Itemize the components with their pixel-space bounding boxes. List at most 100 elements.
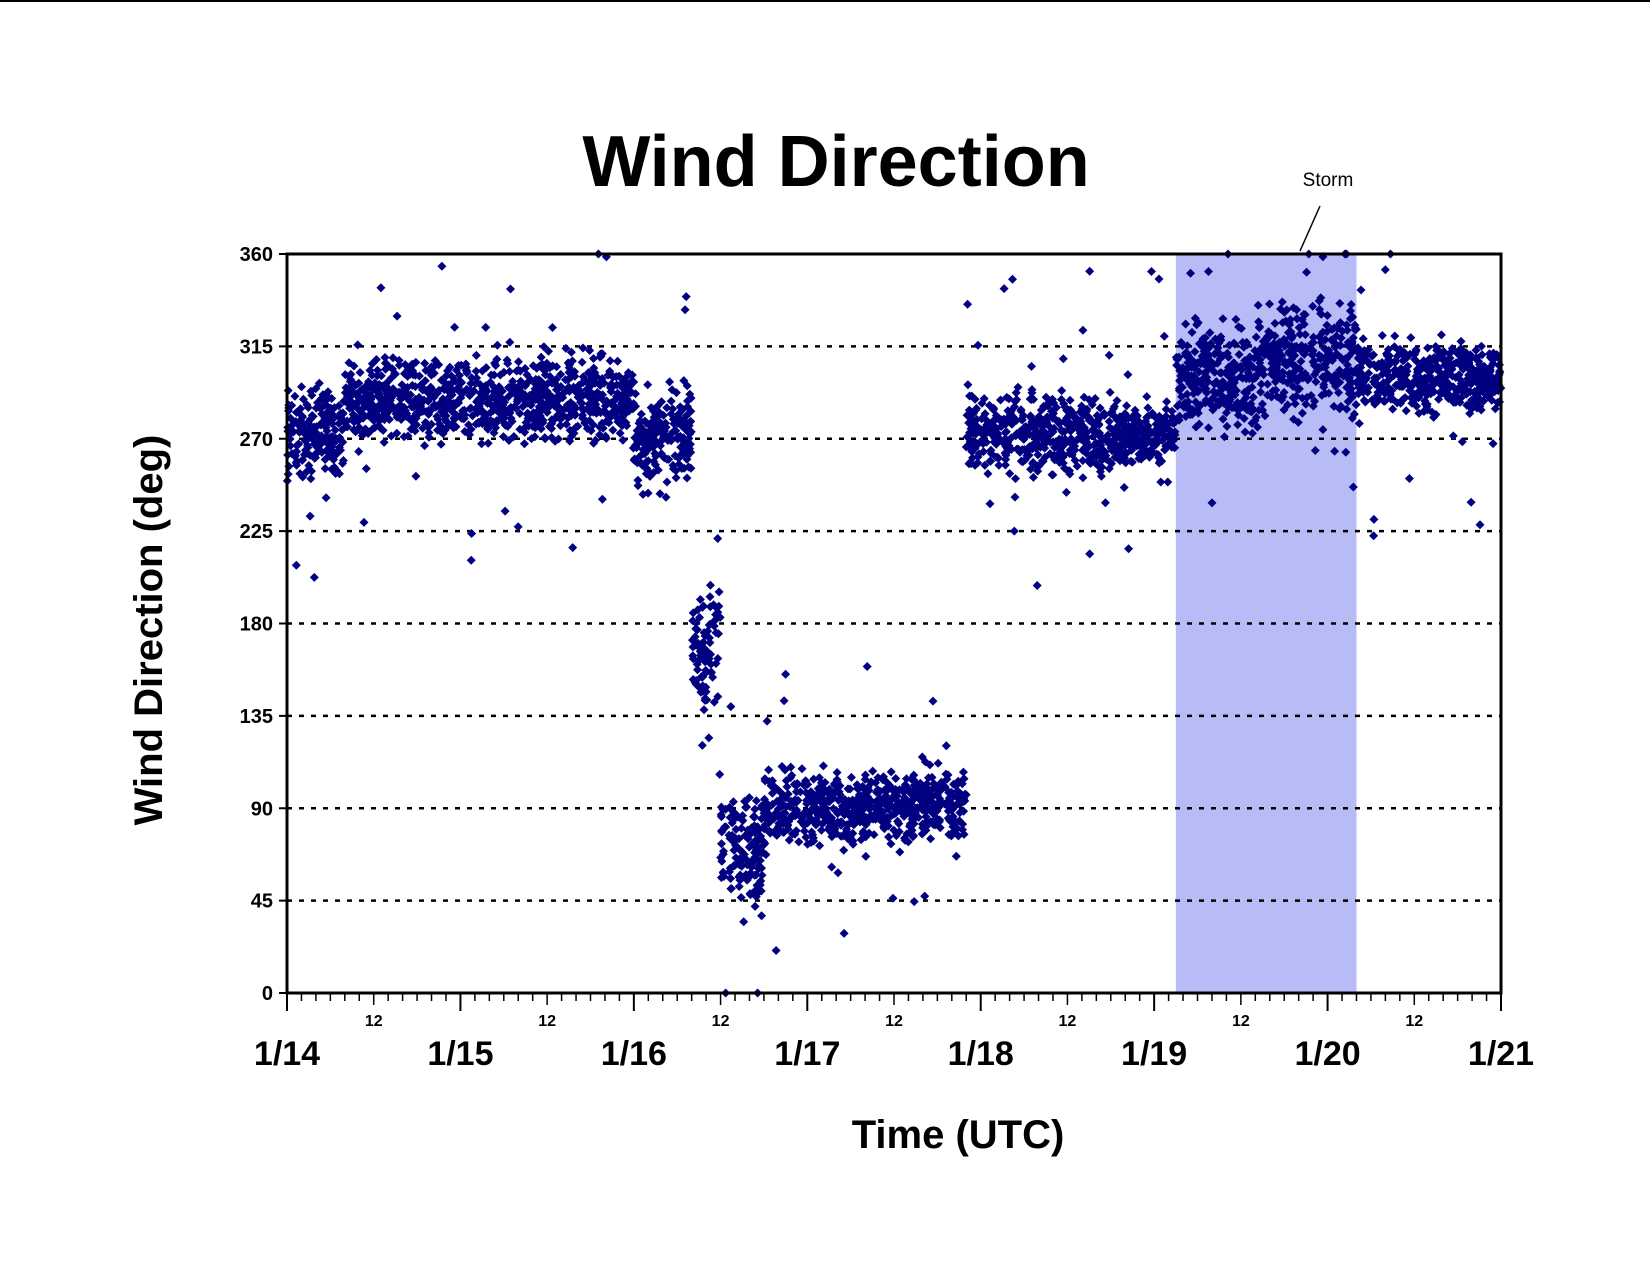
data-point-marker (535, 361, 544, 371)
data-point-marker (1122, 401, 1132, 411)
data-point-marker (1398, 356, 1408, 366)
data-point-marker (1218, 314, 1228, 324)
data-point-marker (661, 422, 671, 432)
data-point-marker (436, 439, 446, 449)
data-point-marker (291, 560, 301, 570)
data-point-marker (1026, 395, 1036, 404)
data-point-marker (918, 800, 928, 810)
data-point-marker (475, 380, 485, 389)
data-point-marker (636, 409, 646, 419)
data-point-marker (1253, 422, 1262, 432)
data-point-marker (1355, 367, 1365, 377)
data-point-marker (1085, 458, 1095, 468)
data-point-marker (1127, 457, 1137, 467)
data-point-marker (1219, 398, 1229, 408)
data-point-marker (1287, 351, 1297, 361)
data-point-marker (827, 862, 837, 872)
data-point-marker (552, 411, 562, 421)
data-point-marker (354, 394, 364, 404)
data-point-marker (1009, 526, 1019, 536)
data-point-marker (1354, 419, 1364, 428)
data-point-marker (925, 805, 935, 815)
data-point-marker (440, 406, 450, 416)
data-point-marker (1048, 470, 1058, 480)
data-point-marker (1297, 393, 1307, 403)
data-point-marker (390, 369, 400, 379)
data-point-marker (1254, 317, 1264, 327)
data-point-marker (1143, 403, 1153, 413)
data-point-marker (1354, 354, 1364, 364)
data-point-marker (454, 386, 464, 396)
data-point-marker (670, 451, 680, 461)
data-point-marker (1236, 324, 1246, 333)
data-point-marker (1289, 303, 1298, 313)
data-point-marker (903, 784, 912, 794)
data-point-marker (1075, 424, 1084, 434)
data-point-marker (1099, 411, 1109, 420)
data-point-marker (1387, 386, 1397, 395)
data-point-marker (1005, 469, 1015, 479)
data-point-marker (334, 401, 344, 411)
data-point-marker (1190, 347, 1200, 357)
data-point-marker (797, 764, 807, 774)
data-point-marker (542, 407, 552, 417)
data-point-marker (651, 451, 661, 461)
data-point-marker (500, 397, 509, 407)
data-point-marker (1457, 437, 1467, 447)
data-point-marker (944, 813, 953, 823)
data-point-marker (895, 847, 905, 857)
data-point-marker (423, 396, 433, 406)
data-point-marker (685, 417, 695, 427)
data-point-marker (892, 790, 901, 800)
data-point-marker (1344, 341, 1354, 351)
data-point-marker (799, 818, 809, 828)
data-point-marker (860, 774, 870, 784)
data-point-marker (643, 488, 653, 498)
data-point-marker (586, 426, 596, 436)
data-point-marker (527, 434, 536, 444)
data-point-marker (378, 425, 388, 435)
data-point-marker (871, 804, 881, 813)
data-point-marker (616, 381, 626, 391)
data-point-marker (704, 733, 714, 743)
data-point-marker (379, 405, 389, 415)
data-point-marker (1202, 372, 1212, 382)
data-point-marker (811, 820, 821, 830)
data-point-marker (1031, 434, 1041, 444)
data-point-marker (1156, 477, 1166, 487)
data-point-marker (563, 413, 573, 423)
data-point-marker (568, 543, 578, 553)
data-point-marker (437, 261, 447, 271)
data-point-marker (556, 369, 566, 379)
data-point-marker (601, 433, 611, 443)
data-point-marker (430, 356, 440, 366)
data-point-marker (631, 389, 640, 399)
data-point-marker (779, 696, 789, 706)
data-point-marker (1318, 372, 1328, 382)
data-point-marker (741, 802, 751, 812)
data-point-marker (1429, 353, 1439, 362)
data-point-marker (816, 825, 826, 835)
data-point-marker (1449, 359, 1459, 369)
data-point-marker (555, 421, 565, 431)
data-point-marker (565, 383, 574, 393)
data-point-marker (727, 818, 737, 828)
data-point-marker (1280, 359, 1290, 369)
data-point-marker (576, 397, 585, 407)
data-point-marker (1098, 451, 1108, 461)
data-point-marker (1000, 448, 1010, 458)
data-point-marker (1326, 335, 1336, 345)
data-point-marker (1257, 399, 1267, 409)
data-point-marker (1263, 379, 1272, 389)
data-point-marker (1234, 350, 1244, 359)
data-point-marker (1140, 450, 1150, 460)
data-point-marker (1200, 398, 1210, 408)
data-point-marker (534, 402, 544, 412)
data-point-marker (451, 376, 461, 386)
data-point-marker (302, 400, 312, 410)
data-point-marker (338, 458, 348, 468)
data-point-marker (1484, 385, 1494, 395)
data-point-marker (1342, 325, 1352, 335)
data-point-marker (809, 774, 819, 784)
data-point-marker (757, 870, 767, 880)
